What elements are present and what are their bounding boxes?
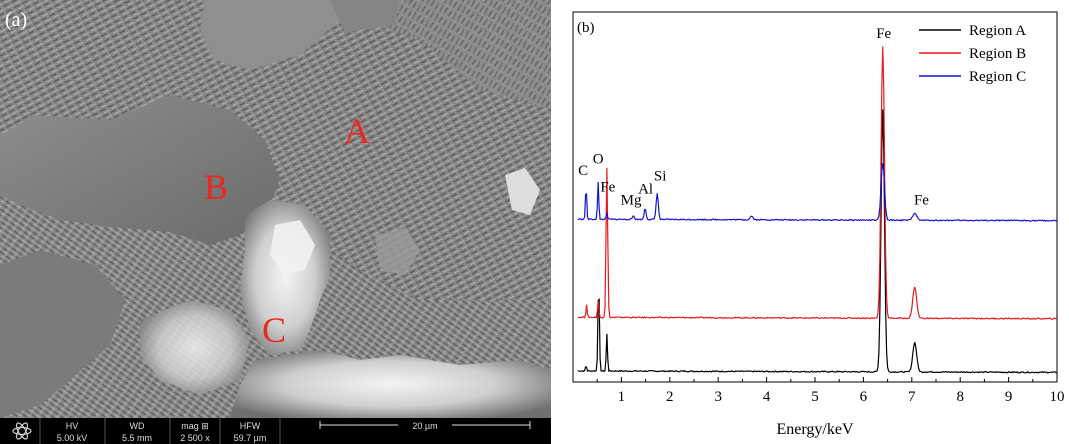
panel-b-label: (b) xyxy=(577,20,595,36)
series-line-2 xyxy=(577,46,1058,320)
region-label-b: B xyxy=(204,167,228,207)
scale-bar: 20 µm xyxy=(319,419,531,431)
peak-label: O xyxy=(593,152,604,168)
x-tick-label: 5 xyxy=(811,389,819,405)
x-tick-label: 1 xyxy=(618,389,626,405)
info-value-mag: 2 500 x xyxy=(180,433,210,443)
x-tick-label: 8 xyxy=(956,389,964,405)
legend-label: Region C xyxy=(969,69,1026,85)
x-tick-label: 9 xyxy=(1005,389,1013,405)
peak-label: Fe xyxy=(914,192,929,208)
fei-logo-icon xyxy=(12,422,32,440)
series-line-3 xyxy=(577,163,1058,222)
ticks-layer: 1 2 3 4 5 6 7 8 9 10 xyxy=(572,377,1065,405)
x-tick-label: 7 xyxy=(908,389,916,405)
scale-bar-label: 20 µm xyxy=(412,421,437,431)
plot-frame xyxy=(572,11,1058,383)
info-header-wd: WD xyxy=(130,421,145,431)
series-line-1 xyxy=(577,109,1058,374)
peak-label: Al xyxy=(638,181,653,197)
info-value-wd: 5.5 mm xyxy=(122,433,152,443)
legend-label: Region A xyxy=(969,23,1026,39)
x-tick-label: 2 xyxy=(666,389,674,405)
info-header-hv: HV xyxy=(66,421,79,431)
legend: Region A Region B Region C xyxy=(919,23,1026,85)
info-header-mag: mag ⊞ xyxy=(181,421,209,431)
peak-label: C xyxy=(578,163,588,179)
x-tick-label: 3 xyxy=(714,389,722,405)
region-label-a: A xyxy=(344,111,370,151)
sem-info-bar: HV WD mag ⊞ HFW 5.00 kV 5.5 mm 2 500 x 5… xyxy=(0,418,551,444)
x-tick-label: 6 xyxy=(860,389,868,405)
x-tick-label: 10 xyxy=(1050,389,1065,405)
peak-label: Fe xyxy=(876,26,891,42)
info-header-hfw: HFW xyxy=(240,421,261,431)
x-tick-label: 4 xyxy=(763,389,771,405)
info-value-hfw: 59.7 µm xyxy=(234,433,267,443)
x-axis-title: Energy/keV xyxy=(776,421,853,438)
region-label-c: C xyxy=(262,310,286,350)
sem-micrograph: (a) A B C HV WD mag ⊞ HFW 5.00 kV 5.5 mm… xyxy=(0,0,551,444)
sem-image xyxy=(0,0,551,418)
panel-a-label: (a) xyxy=(5,9,27,31)
series-layer xyxy=(577,46,1058,374)
peak-label: Mg xyxy=(621,192,642,208)
legend-label: Region B xyxy=(969,46,1026,62)
peak-label: Fe xyxy=(600,179,615,195)
info-value-hv: 5.00 kV xyxy=(57,433,88,443)
peak-label: Si xyxy=(654,168,667,184)
